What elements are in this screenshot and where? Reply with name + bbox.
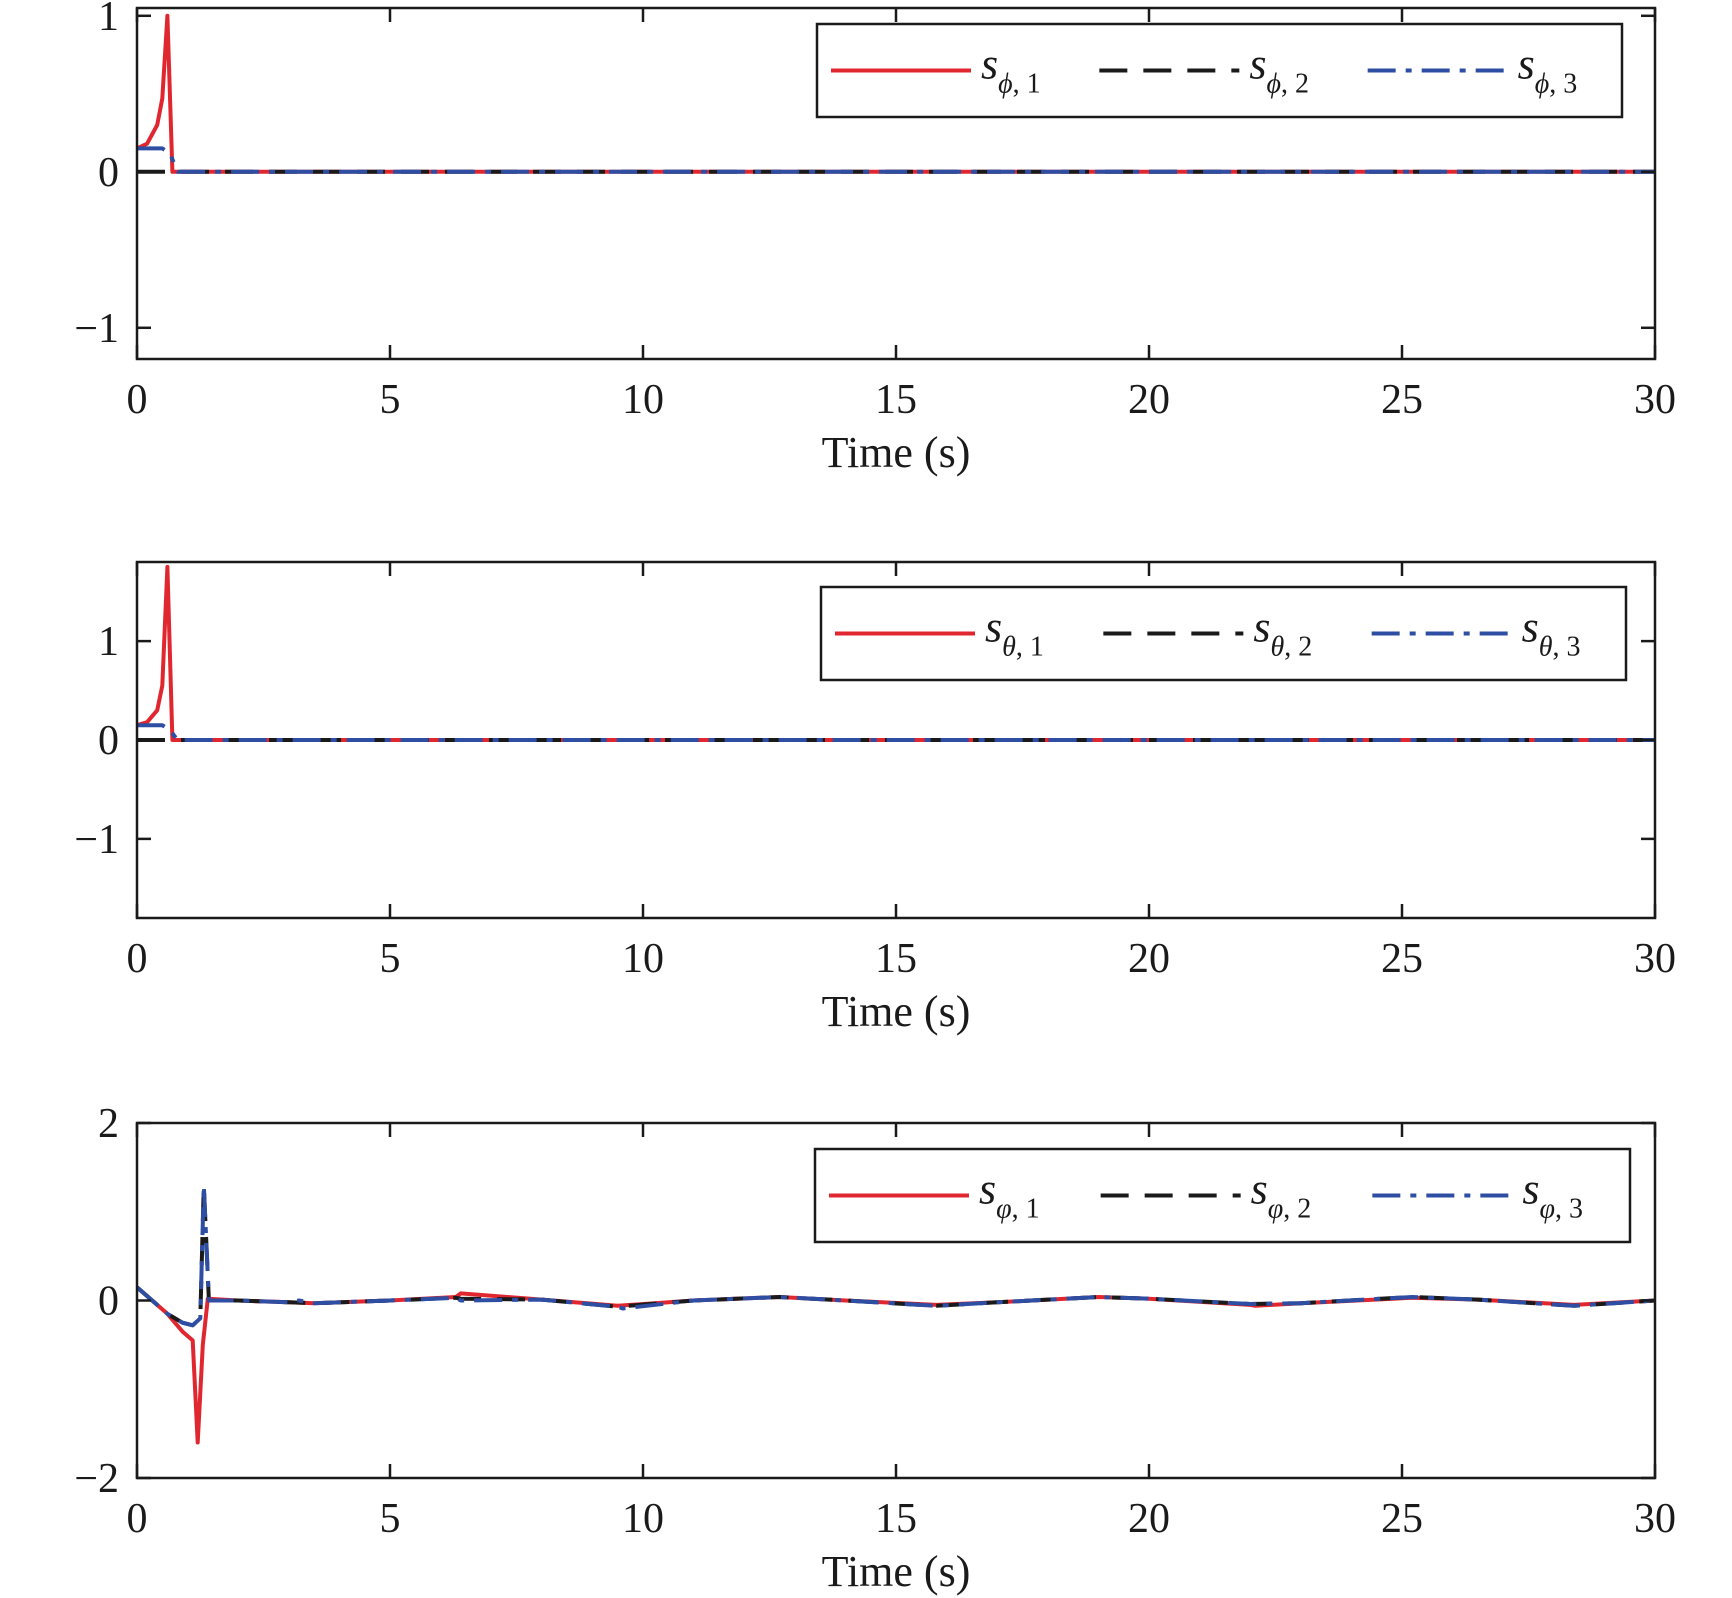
legend-label-3: sφ, 3: [1522, 1165, 1583, 1225]
y-tick-label: 2: [98, 1101, 119, 1147]
legend-label-2: sφ, 2: [1251, 1165, 1312, 1225]
y-tick-label: 0: [98, 150, 119, 196]
x-tick-label: 20: [1128, 1496, 1170, 1542]
series-line-1: [137, 564, 1655, 742]
x-tick-label: 20: [1128, 936, 1170, 982]
y-tick-label: 1: [98, 0, 119, 40]
x-axis-label: Time (s): [822, 428, 971, 477]
x-tick-label: 0: [127, 377, 148, 423]
x-tick-label: 30: [1634, 1496, 1676, 1542]
x-tick-label: 25: [1381, 1496, 1423, 1542]
subplot-2: 0 5 10 15 20 25 30 −1 0 1 Time (s) sθ, 1 sθ, 2 sθ, 3: [74, 560, 1676, 1036]
y-tick-label: 1: [98, 619, 119, 665]
x-tick-label: 20: [1128, 377, 1170, 423]
x-tick-label: 0: [127, 1496, 148, 1542]
x-tick-label: 30: [1634, 936, 1676, 982]
series-line-3: [137, 146, 1655, 174]
y-tick-label: −1: [74, 306, 119, 352]
x-tick-label: 10: [622, 377, 664, 423]
x-tick-label: 10: [622, 936, 664, 982]
x-tick-label: 0: [127, 936, 148, 982]
legend-label-1: sϕ, 1: [981, 40, 1041, 100]
legend-label-1: sθ, 1: [985, 603, 1044, 663]
x-tick-label: 25: [1381, 936, 1423, 982]
x-tick-label: 5: [380, 936, 401, 982]
series-line-3: [137, 723, 1655, 742]
legend: sϕ, 1 sϕ, 2 sϕ, 3: [815, 22, 1624, 119]
legend: sθ, 1 sθ, 2 sθ, 3: [819, 585, 1628, 682]
series-group: [137, 1183, 1655, 1445]
x-axis-label: Time (s): [822, 1547, 971, 1596]
legend-label-3: sθ, 3: [1522, 603, 1581, 663]
x-tick-label: 30: [1634, 377, 1676, 423]
x-tick-label: 5: [380, 1496, 401, 1542]
x-tick-label: 15: [875, 936, 917, 982]
y-tick-label: −2: [74, 1456, 119, 1502]
legend-label-2: sϕ, 2: [1249, 40, 1309, 100]
legend: sφ, 1 sφ, 2 sφ, 3: [813, 1147, 1632, 1244]
legend-label-1: sφ, 1: [979, 1165, 1040, 1225]
x-tick-label: 15: [875, 377, 917, 423]
y-tick-label: 0: [98, 718, 119, 764]
y-tick-label: 0: [98, 1279, 119, 1325]
x-tick-label: 25: [1381, 377, 1423, 423]
legend-label-2: sθ, 2: [1253, 603, 1312, 663]
x-tick-label: 15: [875, 1496, 917, 1542]
x-tick-label: 10: [622, 1496, 664, 1542]
x-axis-label: Time (s): [822, 987, 971, 1036]
legend-label-3: sϕ, 3: [1518, 40, 1578, 100]
y-tick-label: −1: [74, 817, 119, 863]
x-tick-label: 5: [380, 377, 401, 423]
series-line-3: [137, 1183, 1655, 1328]
